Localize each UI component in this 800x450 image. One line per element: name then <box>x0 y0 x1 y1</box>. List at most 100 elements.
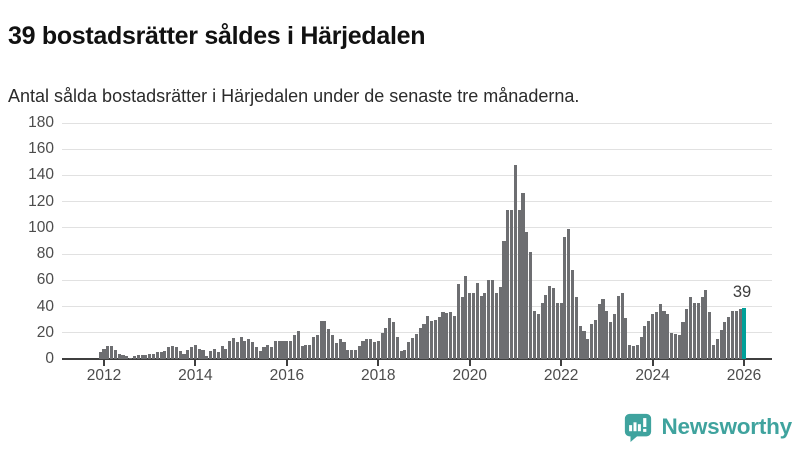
y-axis-label: 120 <box>28 192 54 210</box>
bar <box>247 339 251 359</box>
gridline <box>62 122 772 124</box>
bar <box>289 340 293 359</box>
gridline <box>62 227 772 229</box>
gridline <box>62 148 772 150</box>
bar <box>110 345 114 359</box>
bar <box>220 345 224 359</box>
y-axis-label: 140 <box>28 166 54 184</box>
y-axis-label: 40 <box>36 297 54 315</box>
bar <box>578 326 582 359</box>
bar <box>144 355 148 359</box>
bar <box>106 345 110 359</box>
x-axis-label: 2012 <box>86 367 122 384</box>
bar <box>319 320 323 359</box>
bar <box>677 335 681 359</box>
bar <box>502 241 506 359</box>
value-annotation: 39 <box>732 282 752 301</box>
bar <box>273 340 277 359</box>
plot-area: 39 2012 2014 2016 2018 2020 2022 2024 2026 <box>62 122 772 384</box>
bar <box>380 332 384 359</box>
page-title: 39 bostadsrätter såldes i Härjedalen <box>8 21 426 50</box>
bar <box>639 336 643 359</box>
y-axis-label: 80 <box>36 245 54 263</box>
bar <box>411 338 415 359</box>
bar-chart: 39 2012 2014 2016 2018 2020 2022 2024 2026 0 20 4… <box>28 114 772 384</box>
bar <box>559 302 563 359</box>
bar <box>369 339 373 359</box>
bar <box>544 294 548 359</box>
bar <box>460 297 464 359</box>
bar <box>651 314 655 359</box>
bar <box>399 351 403 359</box>
bar <box>654 311 658 359</box>
bar <box>426 315 430 359</box>
bar <box>471 293 476 359</box>
bar <box>403 349 407 359</box>
bar <box>311 336 316 359</box>
bar <box>201 349 205 359</box>
bar <box>414 334 418 359</box>
bar <box>708 311 712 359</box>
bar <box>536 314 540 359</box>
bar <box>548 285 552 359</box>
y-axis-label: 60 <box>36 271 54 289</box>
bar <box>163 351 167 359</box>
bar <box>384 327 388 359</box>
y-axis-label: 100 <box>28 218 54 236</box>
bar <box>685 309 689 359</box>
bar <box>159 352 163 359</box>
bar <box>155 352 159 359</box>
bar <box>727 317 731 359</box>
bar <box>673 334 677 359</box>
bar <box>494 293 498 359</box>
bar <box>178 351 182 359</box>
bar <box>338 339 342 359</box>
bar <box>525 231 529 359</box>
bar <box>129 357 133 359</box>
bar <box>452 315 457 359</box>
bar <box>98 352 102 359</box>
x-axis-label: 2020 <box>452 367 487 384</box>
gridline <box>62 253 772 255</box>
bar <box>498 286 502 359</box>
bar <box>468 293 472 359</box>
bar <box>418 327 422 359</box>
bar <box>445 313 449 359</box>
bar <box>251 341 255 359</box>
bar <box>174 347 178 359</box>
bar <box>350 349 354 359</box>
gridline <box>62 174 772 176</box>
bar <box>437 317 441 359</box>
bar <box>491 280 495 359</box>
bar <box>711 344 716 359</box>
bar <box>235 341 239 359</box>
bar <box>388 318 392 359</box>
bar <box>605 310 609 359</box>
bar <box>296 331 300 359</box>
gridline <box>62 201 772 203</box>
bar <box>658 303 662 359</box>
bar <box>281 340 285 359</box>
bar <box>254 347 258 359</box>
chart-subtitle: Antal sålda bostadsrätter i Härjedalen u… <box>8 86 580 106</box>
bar <box>616 296 620 359</box>
x-axis-label: 2014 <box>178 367 213 384</box>
bar <box>140 355 144 359</box>
bar <box>631 345 636 359</box>
bar <box>582 331 586 359</box>
x-axis-label: 2016 <box>269 367 305 384</box>
x-axis-label: 2018 <box>361 367 396 384</box>
x-axis-tick <box>468 360 471 366</box>
bar <box>590 323 594 359</box>
bar <box>433 319 437 359</box>
bar <box>647 320 651 359</box>
bar <box>731 310 735 359</box>
bar <box>209 351 213 359</box>
bar <box>136 355 140 359</box>
bar <box>117 353 121 359</box>
bar <box>609 322 613 359</box>
bar <box>666 314 670 359</box>
bar <box>277 340 281 359</box>
bar <box>258 351 262 359</box>
y-axis-label: 0 <box>45 350 54 367</box>
